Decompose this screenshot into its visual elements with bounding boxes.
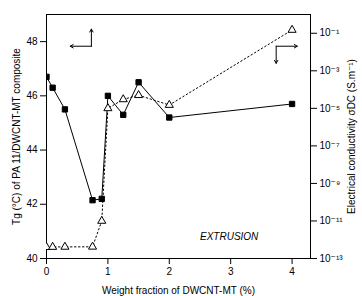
svg-text:1: 1 <box>105 266 111 277</box>
svg-text:3: 3 <box>228 266 234 277</box>
svg-text:10⁻⁵: 10⁻⁵ <box>320 103 341 114</box>
svg-text:40: 40 <box>26 253 38 264</box>
svg-text:EXTRUSION: EXTRUSION <box>200 231 259 242</box>
svg-text:Electrical conductivity σDC (S: Electrical conductivity σDC (S.m⁻¹) <box>346 59 357 214</box>
svg-text:42: 42 <box>26 198 38 209</box>
svg-text:Tg (°C) of PA 11/DWCNT-MT comp: Tg (°C) of PA 11/DWCNT-MT composite <box>11 48 22 225</box>
svg-text:44: 44 <box>26 144 38 155</box>
svg-text:10⁻³: 10⁻³ <box>320 65 340 76</box>
svg-text:48: 48 <box>26 36 38 47</box>
svg-text:Weight fraction of DWCNT-MT (%: Weight fraction of DWCNT-MT (%) <box>102 285 255 296</box>
svg-text:10⁻¹: 10⁻¹ <box>320 27 340 38</box>
svg-text:46: 46 <box>26 90 38 101</box>
svg-text:10⁻⁹: 10⁻⁹ <box>320 178 341 189</box>
svg-text:10⁻⁷: 10⁻⁷ <box>320 140 340 151</box>
svg-text:10⁻¹³: 10⁻¹³ <box>320 253 344 264</box>
svg-text:2: 2 <box>167 266 173 277</box>
svg-text:0: 0 <box>44 266 50 277</box>
svg-text:10⁻¹¹: 10⁻¹¹ <box>320 215 344 226</box>
svg-text:4: 4 <box>289 266 295 277</box>
